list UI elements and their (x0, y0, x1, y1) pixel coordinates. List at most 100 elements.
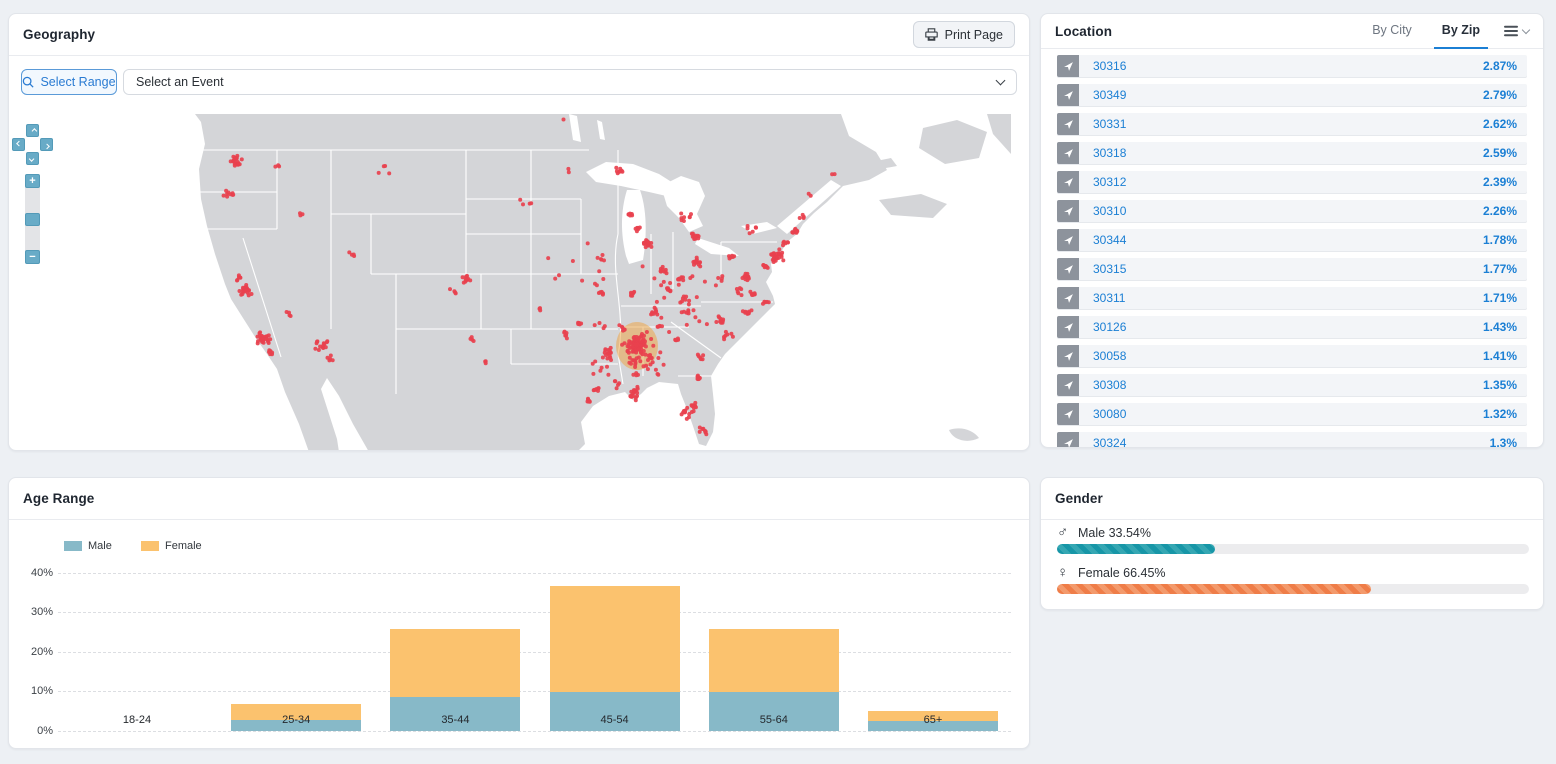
zip-link[interactable]: 30312 (1093, 175, 1127, 189)
zip-percentage: 1.71% (1482, 291, 1517, 305)
zip-link[interactable]: 30315 (1093, 262, 1127, 276)
us-map[interactable] (181, 114, 1011, 451)
zoom-in-button[interactable]: + (25, 174, 40, 188)
zip-percentage: 1.3% (1489, 436, 1517, 448)
y-axis-tick: 30% (30, 606, 53, 619)
navigation-icon[interactable] (1057, 287, 1079, 309)
zip-percentage: 2.62% (1482, 117, 1517, 131)
zip-link[interactable]: 30058 (1093, 349, 1127, 363)
location-row: 30315 1.77% (1057, 258, 1527, 280)
zip-percentage: 1.77% (1482, 262, 1517, 276)
location-row: 30308 1.35% (1057, 374, 1527, 396)
zip-link[interactable]: 30080 (1093, 407, 1127, 421)
pan-down-button[interactable] (26, 152, 39, 165)
age-category-label: 55-64 (759, 714, 788, 726)
print-page-button[interactable]: Print Page (912, 21, 1015, 48)
male-bar[interactable] (549, 691, 680, 731)
navigation-icon[interactable] (1057, 258, 1079, 280)
zip-link[interactable]: 30126 (1093, 320, 1127, 334)
chevron-left-icon (15, 140, 22, 146)
age-category-label: 35-44 (441, 714, 470, 726)
navigation-icon[interactable] (1057, 171, 1079, 193)
zip-link[interactable]: 30311 (1093, 291, 1126, 305)
zip-link[interactable]: 30316 (1093, 59, 1127, 73)
geography-controls: Select Range Select an Event (21, 69, 1017, 95)
location-title: Location (1055, 23, 1113, 39)
pan-left-button[interactable] (12, 138, 25, 151)
select-range-label: Select Range (40, 75, 116, 89)
tab-by-zip[interactable]: By Zip (1433, 14, 1488, 49)
male-bar[interactable] (390, 697, 521, 731)
map-island-novascotia (879, 194, 947, 218)
pan-right-button[interactable] (40, 138, 53, 151)
zoom-slider-handle[interactable] (25, 213, 40, 226)
location-row: 30318 2.59% (1057, 142, 1527, 164)
navigation-icon[interactable] (1057, 84, 1079, 106)
st-lawrence-river (777, 180, 841, 234)
map-island-labrador (987, 114, 1011, 154)
select-range-button[interactable]: Select Range (21, 69, 117, 95)
zoom-out-button[interactable]: − (25, 250, 40, 264)
female-progress-fill (1057, 584, 1371, 594)
navigation-icon[interactable] (1057, 113, 1079, 135)
gender-header: Gender (1041, 478, 1543, 520)
zip-link[interactable]: 30318 (1093, 146, 1127, 160)
male-percentage-label: Male 33.54% (1078, 526, 1151, 540)
lake-erie (695, 238, 739, 256)
gridline (58, 691, 1011, 693)
list-menu-button[interactable] (1504, 14, 1531, 49)
navigation-icon[interactable] (1057, 345, 1079, 367)
zip-link[interactable]: 30344 (1093, 233, 1127, 247)
gender-panel: Gender ♂ Male 33.54% ♀ Female 66.45% (1040, 477, 1544, 610)
zip-percentage: 2.59% (1482, 146, 1517, 160)
lake-superior (586, 162, 681, 198)
navigation-icon[interactable] (1057, 374, 1079, 396)
location-row: 30316 2.87% (1057, 55, 1527, 77)
male-legend-swatch (64, 541, 82, 551)
pan-up-button[interactable] (26, 124, 39, 137)
zip-link[interactable]: 30310 (1093, 204, 1127, 218)
legend-male: Male (64, 540, 112, 552)
navigation-icon[interactable] (1057, 432, 1079, 447)
age-range-panel: Age Range Male Female 0% 10% 20% 30% 40% 18-2… (8, 477, 1030, 749)
chevron-down-icon (995, 75, 1006, 86)
male-bar[interactable] (868, 721, 998, 731)
zip-link[interactable]: 30308 (1093, 378, 1127, 392)
age-range-chart: Male Female 0% 10% 20% 30% 40% 18-24 25-34 35-4… (9, 478, 1029, 748)
legend-female: Female (141, 540, 202, 552)
event-select-dropdown[interactable]: Select an Event (123, 69, 1017, 95)
female-bar[interactable] (549, 585, 680, 692)
location-panel: Location By City By Zip 30316 2.87% 30349 2… (1040, 13, 1544, 448)
male-bar[interactable] (708, 691, 839, 731)
female-bar[interactable] (390, 629, 521, 697)
navigation-icon[interactable] (1057, 229, 1079, 251)
zip-link[interactable]: 30349 (1093, 88, 1127, 102)
location-tabs: By City By Zip (1350, 14, 1531, 49)
male-progress-fill (1057, 544, 1216, 554)
navigation-icon[interactable] (1057, 316, 1079, 338)
chevron-down-icon (28, 155, 34, 162)
navigation-icon[interactable] (1057, 142, 1079, 164)
lake-huron (661, 176, 705, 232)
location-row: 30311 1.71% (1057, 287, 1527, 309)
female-bar[interactable] (708, 629, 839, 692)
location-row: 30344 1.78% (1057, 229, 1527, 251)
male-progress-track (1057, 544, 1529, 554)
navigation-icon[interactable] (1057, 200, 1079, 222)
geography-panel: Geography Print Page Select Range Select… (8, 13, 1030, 451)
male-legend-label: Male (88, 540, 112, 552)
tab-by-city[interactable]: By City (1372, 23, 1412, 37)
map-zoom-slider[interactable]: + − (25, 174, 40, 264)
age-range-header: Age Range (9, 478, 1029, 520)
location-header: Location By City By Zip (1041, 14, 1543, 49)
male-bar[interactable] (231, 720, 362, 731)
female-legend-swatch (141, 541, 159, 551)
navigation-icon[interactable] (1057, 403, 1079, 425)
zip-percentage: 1.41% (1482, 349, 1517, 363)
female-bar[interactable] (868, 710, 998, 722)
zip-link[interactable]: 30331 (1093, 117, 1127, 131)
zip-link[interactable]: 30324 (1093, 436, 1127, 448)
female-progress-track (1057, 584, 1529, 594)
female-bar[interactable] (231, 704, 362, 721)
navigation-icon[interactable] (1057, 55, 1079, 77)
